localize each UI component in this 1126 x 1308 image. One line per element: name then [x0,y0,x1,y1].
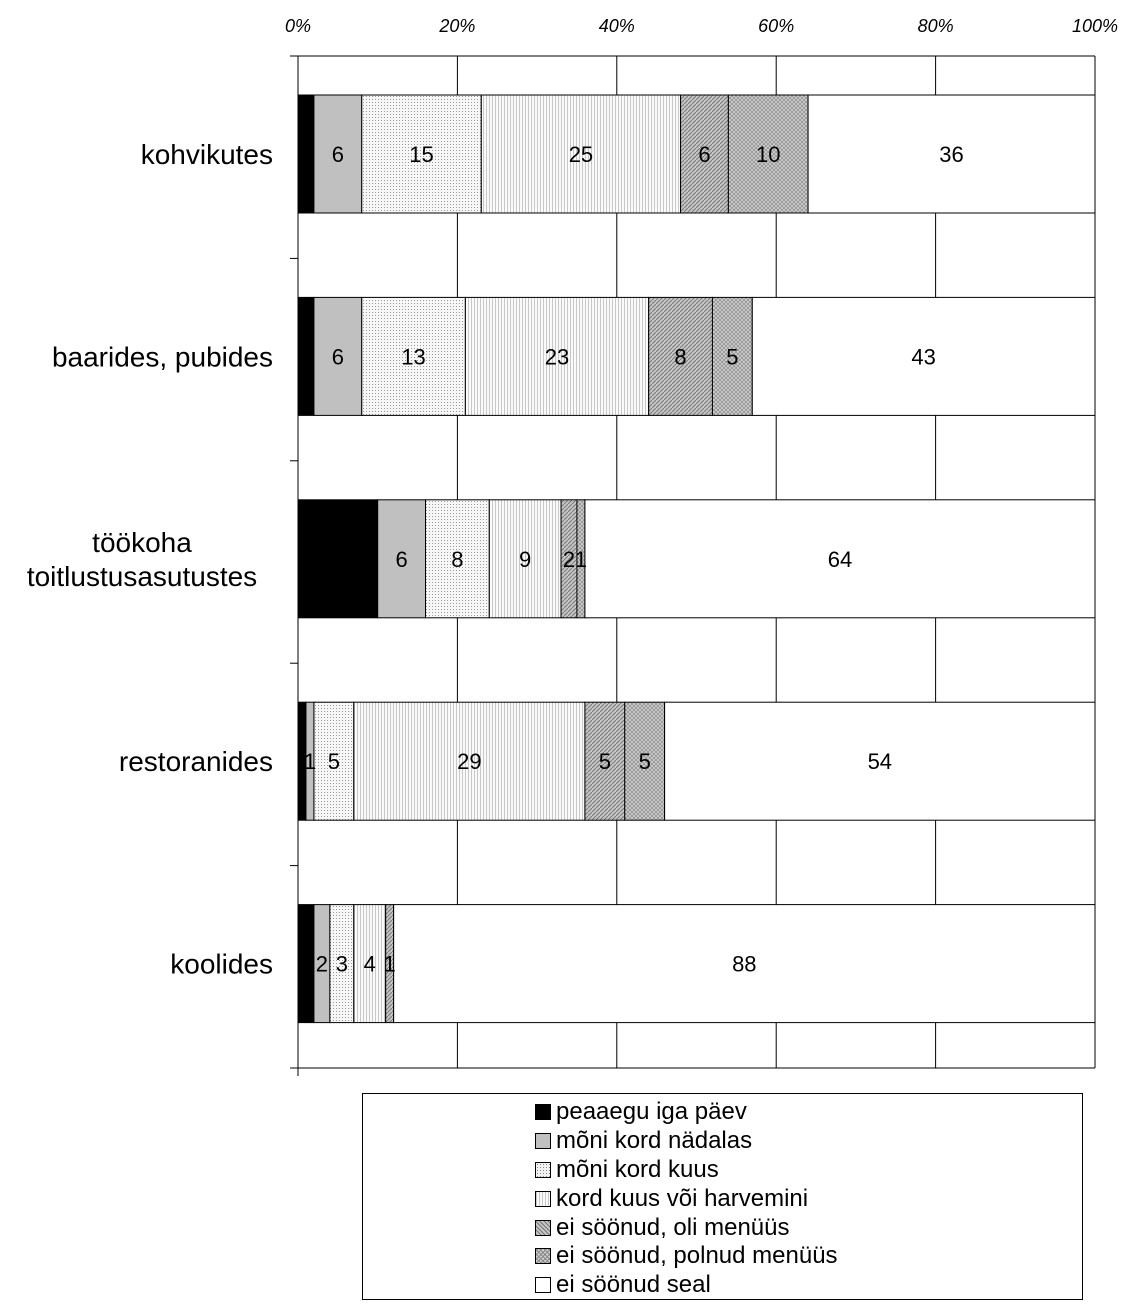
legend-swatch [535,1219,551,1236]
category-label: restoranides [119,746,273,777]
legend-item: mõni kord nädalas [535,1127,838,1156]
legend-swatch [535,1248,551,1265]
data-label: 8 [451,547,463,572]
bar-segment [361,296,466,416]
data-label: 1 [296,749,308,774]
bar-segment [297,499,379,619]
category-labels: kohvikutes baarides, pubides töökohatoitlu… [27,139,273,980]
data-label: 2 [563,547,575,572]
legend-label: peaaegu iga päev [556,1098,747,1126]
x-tick-label: 0% [285,16,311,36]
bars [297,94,1096,1024]
bar-segment [648,296,713,416]
legend-swatch [535,1161,551,1178]
x-tick-label: 100% [1072,16,1118,36]
data-label: 6 [395,547,407,572]
data-label: 54 [868,749,892,774]
legend-label: kord kuus või harvemini [556,1184,809,1212]
data-label: 25 [569,142,593,167]
data-label: 6 [332,142,344,167]
data-label: 9 [519,547,531,572]
data-label: 23 [545,344,569,369]
data-label: 36 [939,142,963,167]
legend-label: ei söönud, polnud menüüs [556,1242,838,1270]
stacked-bar-chart: 0% 20% 40% 60% 80% 100% 2 6 15 25 6 10 362 6 13 23 8 5 43… [27,16,1118,1076]
legend-swatch [535,1104,551,1121]
data-label: 64 [828,547,852,572]
legend-item: ei söönud, polnud menüüs [535,1242,838,1271]
data-label: 43 [911,344,935,369]
legend-item: ei söönud, oli menüüs [535,1213,838,1242]
x-tick-label: 80% [918,16,954,36]
bar-segment [393,904,1096,1024]
x-tick-label: 60% [758,16,794,36]
legend-swatch [535,1277,551,1294]
legend-item: mõni kord kuus [535,1156,838,1185]
data-label: 1 [304,749,316,774]
data-label: 13 [401,344,425,369]
data-label: 2 [300,952,312,977]
bar-segment [353,904,387,1024]
data-label: 8 [674,344,686,369]
bar-segment [584,499,1096,619]
bar-segment [727,94,809,214]
data-label: 6 [332,344,344,369]
bar-segment [751,296,1096,416]
bar-segment [664,701,1096,821]
legend-item: peaaegu iga päev [535,1098,838,1127]
data-label: 1 [575,547,587,572]
bar-segment [480,94,682,214]
category-label: kohvikutes [141,139,273,170]
legend: peaaegu iga päev mõni kord nädalas mõni ko… [362,1093,1083,1300]
bar-segment [807,94,1096,214]
data-label: 5 [726,344,738,369]
category-label: toitlustusasutustes [27,561,257,592]
data-label: 5 [639,749,651,774]
data-label: 10 [756,142,780,167]
bar-segment [353,701,586,821]
legend-swatch [535,1190,551,1207]
data-label: 3 [336,952,348,977]
legend-label: mõni kord nädalas [556,1127,753,1155]
data-label: 1 [384,952,396,977]
data-label: 15 [409,142,433,167]
bar-segment [313,296,363,416]
legend-label: ei söönud, oli menüüs [556,1213,790,1241]
data-label: 6 [698,142,710,167]
category-label: koolides [170,949,273,980]
bar-segment [680,94,729,214]
data-label: 88 [732,952,756,977]
legend-item: kord kuus või harvemini [535,1184,838,1213]
data-label: 2 [300,344,312,369]
data-label: 2 [300,142,312,167]
data-label: 10 [326,547,350,572]
legend-swatch [535,1133,551,1150]
data-label: 4 [364,952,376,977]
category-label: töökoha [92,527,192,558]
bar-segment [313,701,355,821]
x-tick-label: 40% [599,16,635,36]
bar-segment [488,499,562,619]
bar-segment [711,296,753,416]
legend-list: peaaegu iga päev mõni kord nädalas mõni ko… [535,1098,838,1300]
category-label: baarides, pubides [52,341,273,372]
legend-item: ei söönud seal [535,1271,838,1300]
bar-segment [624,701,666,821]
data-label: 5 [328,749,340,774]
legend-label: ei söönud seal [556,1271,711,1299]
x-tick-label: 20% [438,16,475,36]
data-label: 5 [599,749,611,774]
bar-segment [464,296,650,416]
data-label: 2 [316,952,328,977]
bar-segment [377,499,427,619]
legend-label: mõni kord kuus [556,1155,719,1183]
data-label: 29 [457,749,481,774]
bar-segment [584,701,626,821]
